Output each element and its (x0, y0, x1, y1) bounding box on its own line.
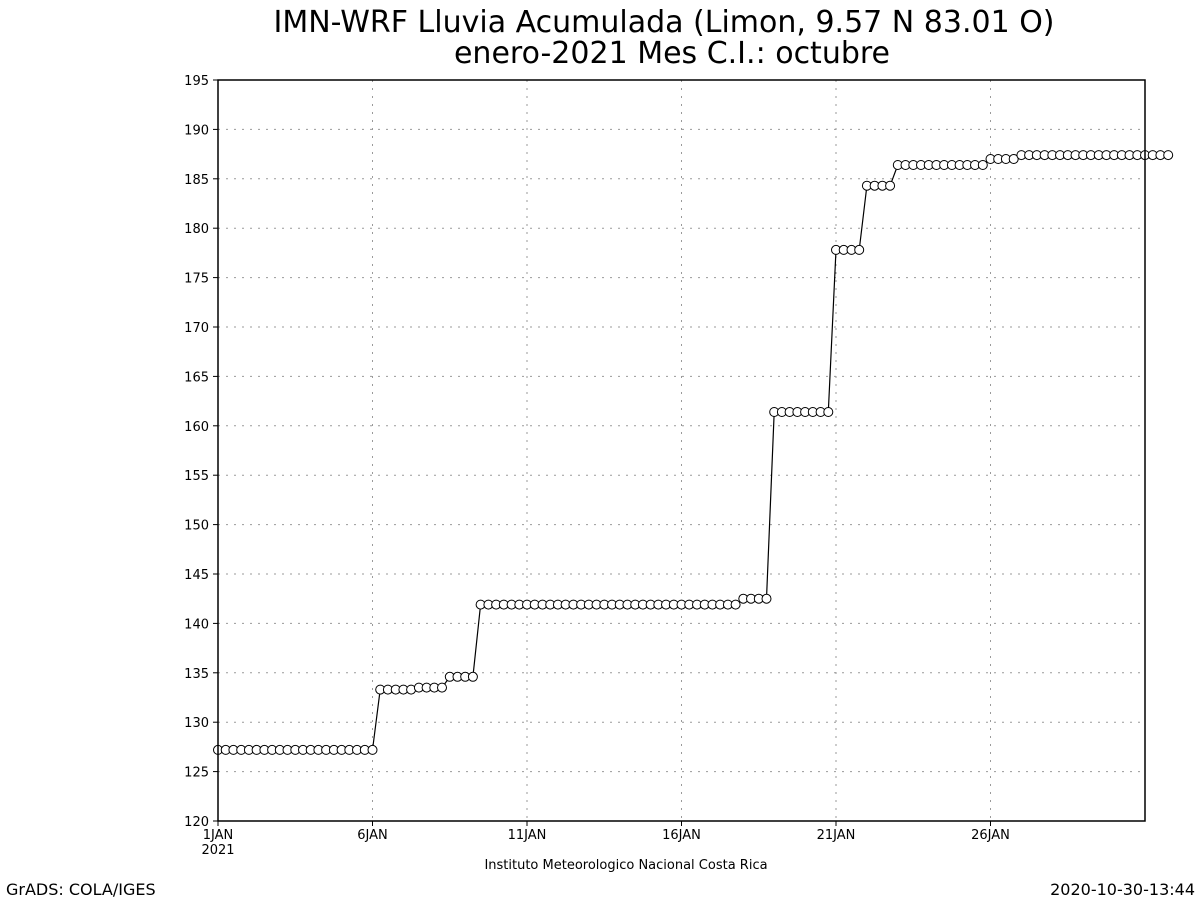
chart-title: IMN-WRF Lluvia Acumulada (Limon, 9.57 N … (273, 5, 1054, 40)
y-tick-label: 180 (184, 222, 209, 237)
plot-frame (217, 79, 1146, 822)
axes: 120 125 130 135 140 145 150 155 160 165 170 175 180 1… (184, 74, 1010, 858)
y-tick-label: 185 (184, 173, 209, 188)
y-tick-label: 150 (184, 519, 209, 534)
x-tick-label: 6JAN (357, 828, 388, 843)
data-point (761, 593, 772, 604)
data-point (1008, 154, 1019, 164)
y-tick-label: 170 (184, 321, 209, 336)
y-tick-label: 190 (184, 123, 209, 138)
y-tick-label: 145 (184, 568, 209, 583)
data-point (885, 180, 896, 191)
x-tick-label: 21JAN (817, 828, 856, 843)
data-point (730, 599, 741, 610)
x-tick-label: 26JAN (971, 828, 1010, 843)
x-tick-sublabel: 2021 (201, 843, 234, 858)
chart-subtitle: enero-2021 Mes C.I.: octubre (454, 36, 890, 71)
data-point (854, 244, 865, 255)
x-tick-label: 1JAN (203, 828, 234, 843)
grid (218, 80, 1145, 821)
series-line (218, 154, 1169, 751)
data-point (977, 160, 988, 170)
data-point (467, 671, 478, 682)
grads-credit: GrADS: COLA/IGES (6, 880, 156, 899)
data-point (367, 744, 378, 755)
y-tick-label: 135 (184, 667, 209, 682)
y-tick-label: 140 (184, 617, 209, 632)
data-point (437, 682, 447, 693)
data-point (823, 407, 834, 417)
series-accumulated-rain (213, 150, 1174, 755)
y-tick-label: 195 (184, 74, 209, 89)
x-tick-label: 16JAN (662, 828, 701, 843)
x-tick-label: 11JAN (508, 828, 547, 843)
y-tick-label: 130 (184, 716, 209, 731)
y-tick-label: 175 (184, 272, 209, 287)
data-point (1163, 150, 1174, 161)
y-tick-label: 155 (184, 469, 209, 484)
timestamp-label: 2020-10-30-13:44 (1050, 880, 1195, 899)
y-tick-label: 160 (184, 420, 209, 435)
institution-label: Instituto Meteorologico Nacional Costa R… (484, 858, 767, 873)
y-tick-label: 120 (184, 815, 209, 830)
y-tick-label: 165 (184, 370, 209, 385)
y-tick-label: 125 (184, 766, 209, 781)
